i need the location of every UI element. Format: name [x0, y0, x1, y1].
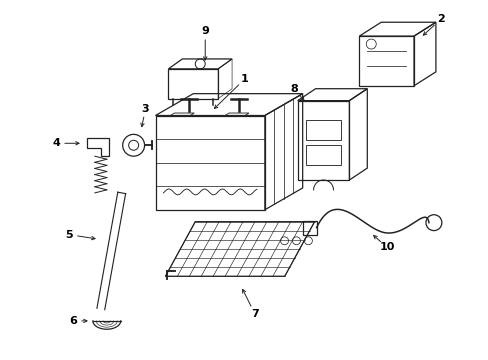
Text: 6: 6	[69, 316, 77, 326]
Text: 1: 1	[241, 74, 248, 84]
Text: 10: 10	[379, 243, 394, 252]
Text: 2: 2	[436, 14, 444, 24]
Text: 8: 8	[290, 84, 298, 94]
Text: 7: 7	[250, 309, 258, 319]
Text: 9: 9	[201, 26, 209, 36]
Text: 3: 3	[142, 104, 149, 113]
Text: 4: 4	[52, 138, 60, 148]
Text: 5: 5	[65, 230, 73, 239]
